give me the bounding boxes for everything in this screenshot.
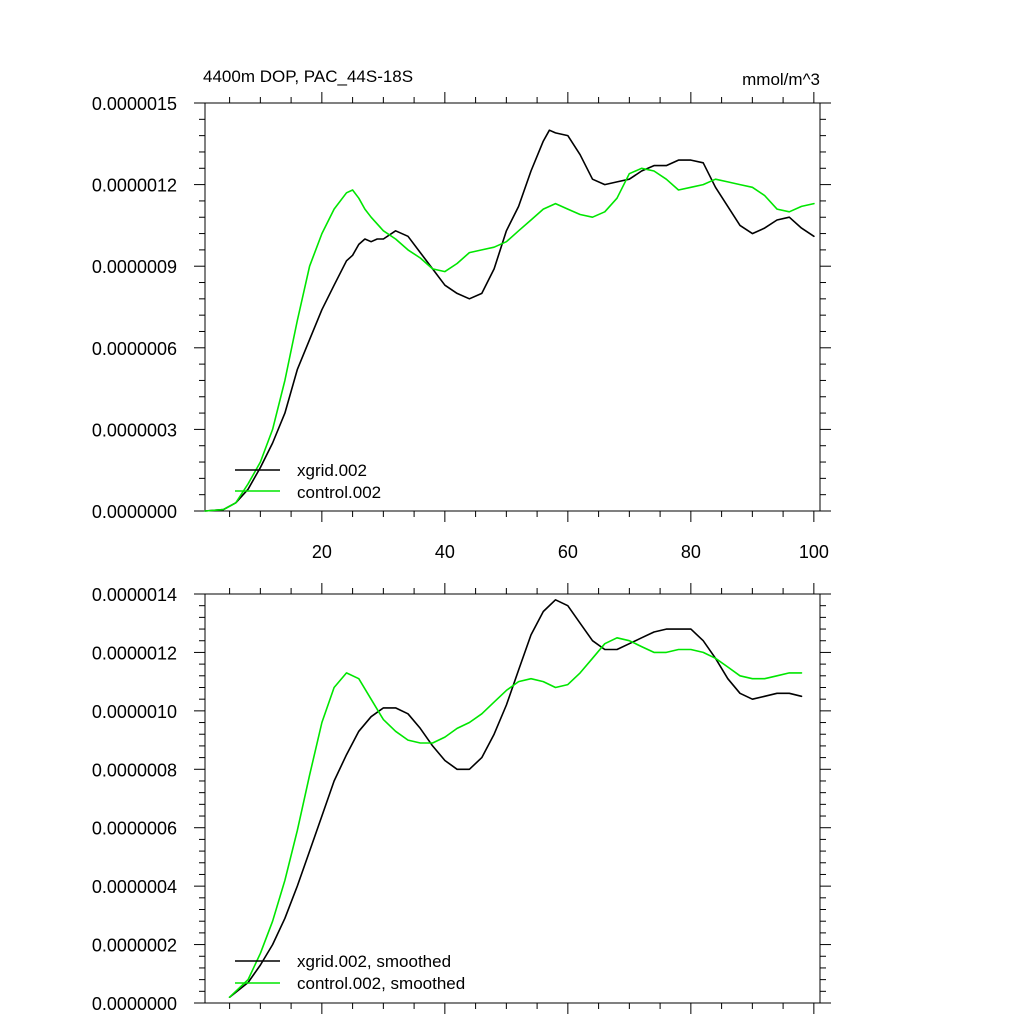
y-tick-label: 0.0000006 — [92, 339, 177, 359]
bottom-series-group — [228, 598, 803, 999]
y-tick-label: 0.0000015 — [92, 94, 177, 114]
x-tick-label: 40 — [435, 542, 455, 562]
legend-label-control-smoothed: control.002, smoothed — [297, 974, 465, 993]
y-tick-label: 0.0000012 — [92, 176, 177, 196]
x-tick-label: 80 — [681, 542, 701, 562]
bottom-legend: xgrid.002, smoothed control.002, smoothe… — [235, 952, 465, 993]
y-tick-label: 0.0000000 — [92, 994, 177, 1014]
y-tick-label: 0.0000006 — [92, 819, 177, 839]
x-tick-label: 60 — [558, 542, 578, 562]
series-line-1 — [204, 167, 815, 512]
top-series-group — [204, 129, 815, 512]
y-tick-label: 0.0000008 — [92, 760, 177, 780]
legend-label-xgrid-smoothed: xgrid.002, smoothed — [297, 952, 451, 971]
bottom-axis-ticks: 0.0000000 0.0000002 0.0000004 0.0000006 0.00… — [92, 583, 831, 1014]
y-tick-label: 0.0000009 — [92, 257, 177, 277]
legend-label-xgrid: xgrid.002 — [297, 461, 367, 480]
top-chart: 4400m DOP, PAC_44S-18S mmol/m^3 0.000000… — [92, 67, 831, 562]
top-legend: xgrid.002 control.002 — [235, 461, 381, 502]
y-tick-label: 0.0000014 — [92, 585, 177, 605]
series-line-1 — [228, 636, 803, 999]
plot-frame-top — [204, 102, 821, 512]
y-tick-label: 0.0000004 — [92, 877, 177, 897]
top-axis-ticks: 0.0000000 0.0000003 0.0000006 0.0000009 0.00… — [92, 92, 831, 562]
y-tick-label: 0.0000012 — [92, 643, 177, 663]
bottom-chart: 0.0000000 0.0000002 0.0000004 0.0000006 0.00… — [92, 583, 831, 1014]
units-label: mmol/m^3 — [742, 70, 820, 89]
y-tick-label: 0.0000002 — [92, 936, 177, 956]
legend-label-control: control.002 — [297, 483, 381, 502]
x-tick-label: 100 — [799, 542, 829, 562]
x-tick-label: 20 — [312, 542, 332, 562]
y-tick-label: 0.0000010 — [92, 702, 177, 722]
series-line-0 — [204, 129, 815, 512]
y-tick-label: 0.0000000 — [92, 502, 177, 522]
y-tick-label: 0.0000003 — [92, 420, 177, 440]
chart-title: 4400m DOP, PAC_44S-18S — [203, 67, 413, 86]
series-line-0 — [228, 598, 803, 999]
plot-frame-bottom — [204, 593, 821, 1004]
